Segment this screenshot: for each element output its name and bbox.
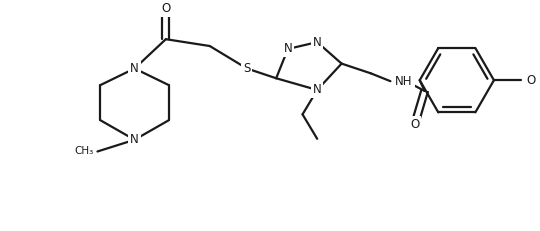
Text: N: N xyxy=(313,83,321,97)
Text: N: N xyxy=(130,133,139,146)
Text: NH: NH xyxy=(395,75,413,88)
Text: O: O xyxy=(526,74,535,87)
Text: O: O xyxy=(161,2,171,15)
Text: CH₃: CH₃ xyxy=(75,146,93,156)
Text: N: N xyxy=(313,36,321,49)
Text: N: N xyxy=(284,43,292,55)
Text: O: O xyxy=(410,118,420,131)
Text: N: N xyxy=(130,62,139,75)
Text: S: S xyxy=(243,62,251,75)
